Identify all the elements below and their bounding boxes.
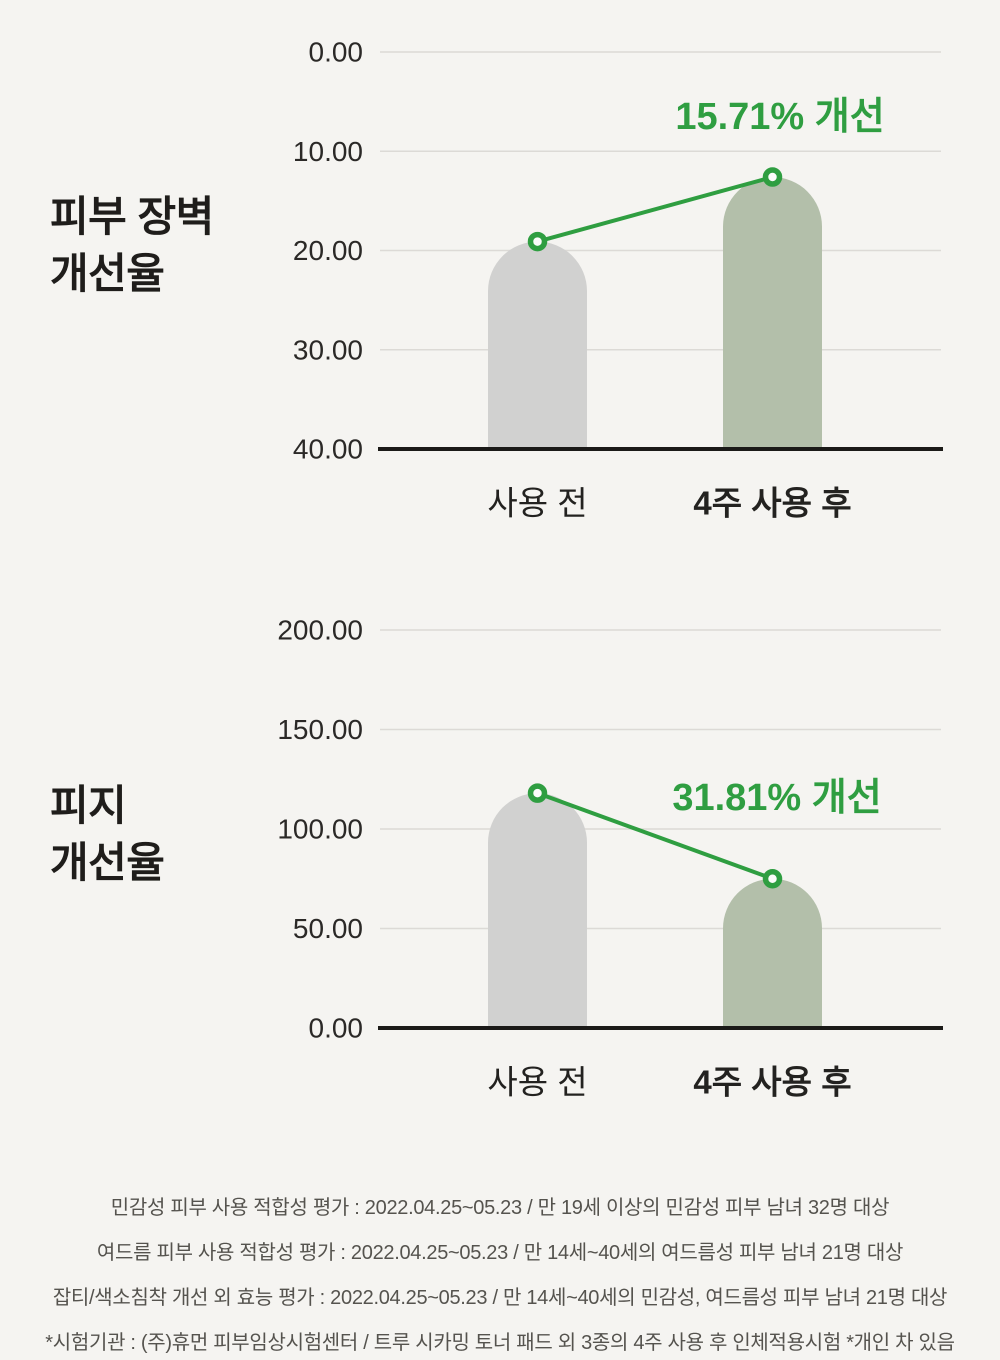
bar-after-4-weeks [723,177,822,449]
y-tick-label: 40.00 [293,434,363,465]
x-label-before-use: 사용 전 [487,1064,587,1101]
marker-before-use [527,231,548,252]
improvement-annotation: 31.81% 개선 [672,777,881,819]
marker-after-4-weeks [762,869,783,889]
y-tick-label: 0.00 [309,37,364,68]
chart-title-line: 개선율 [50,250,165,297]
bar-before-use [488,793,587,1028]
chart-title-sebum: 피지 개선율 [50,777,165,891]
footnote-line-4: *시험기관 : (주)휴먼 피부임상시험센터 / 트루 시카밍 토너 패드 외 … [45,1332,955,1354]
y-tick-label: 100.00 [277,814,363,845]
footnote-line-2: 여드름 피부 사용 적합성 평가 : 2022.04.25~05.23 / 만 … [96,1242,904,1264]
improvement-annotation: 15.71% 개선 [675,96,884,138]
bar-after-4-weeks [723,878,822,1028]
x-label-after-4-weeks: 4주 사용 후 [693,1064,851,1101]
marker-before-use [527,783,548,803]
chart-title-line: 피지 [50,782,127,829]
footnote-line-3: 잡티/색소침착 개선 외 효능 평가 : 2022.04.25~05.23 / … [52,1287,948,1309]
y-tick-label: 50.00 [293,913,363,944]
chart-title-line: 피부 장벽 [50,193,214,240]
y-tick-label: 30.00 [293,334,363,365]
x-label-before-use: 사용 전 [487,485,587,522]
y-tick-label: 150.00 [277,714,363,745]
chart-title-line: 개선율 [50,839,165,886]
footnote-line-1: 민감성 피부 사용 적합성 평가 : 2022.04.25~05.23 / 만 … [110,1197,890,1219]
trend-line [536,791,774,881]
bar-before-use [488,241,587,449]
y-tick-label: 10.00 [293,136,363,167]
y-tick-label: 200.00 [277,615,363,646]
x-label-after-4-weeks: 4주 사용 후 [693,485,851,522]
marker-after-4-weeks [762,167,783,187]
trend-line [536,175,774,244]
y-tick-label: 0.00 [309,1013,364,1044]
y-tick-label: 20.00 [293,235,363,266]
chart-title-skin-barrier: 피부 장벽 개선율 [50,188,214,302]
